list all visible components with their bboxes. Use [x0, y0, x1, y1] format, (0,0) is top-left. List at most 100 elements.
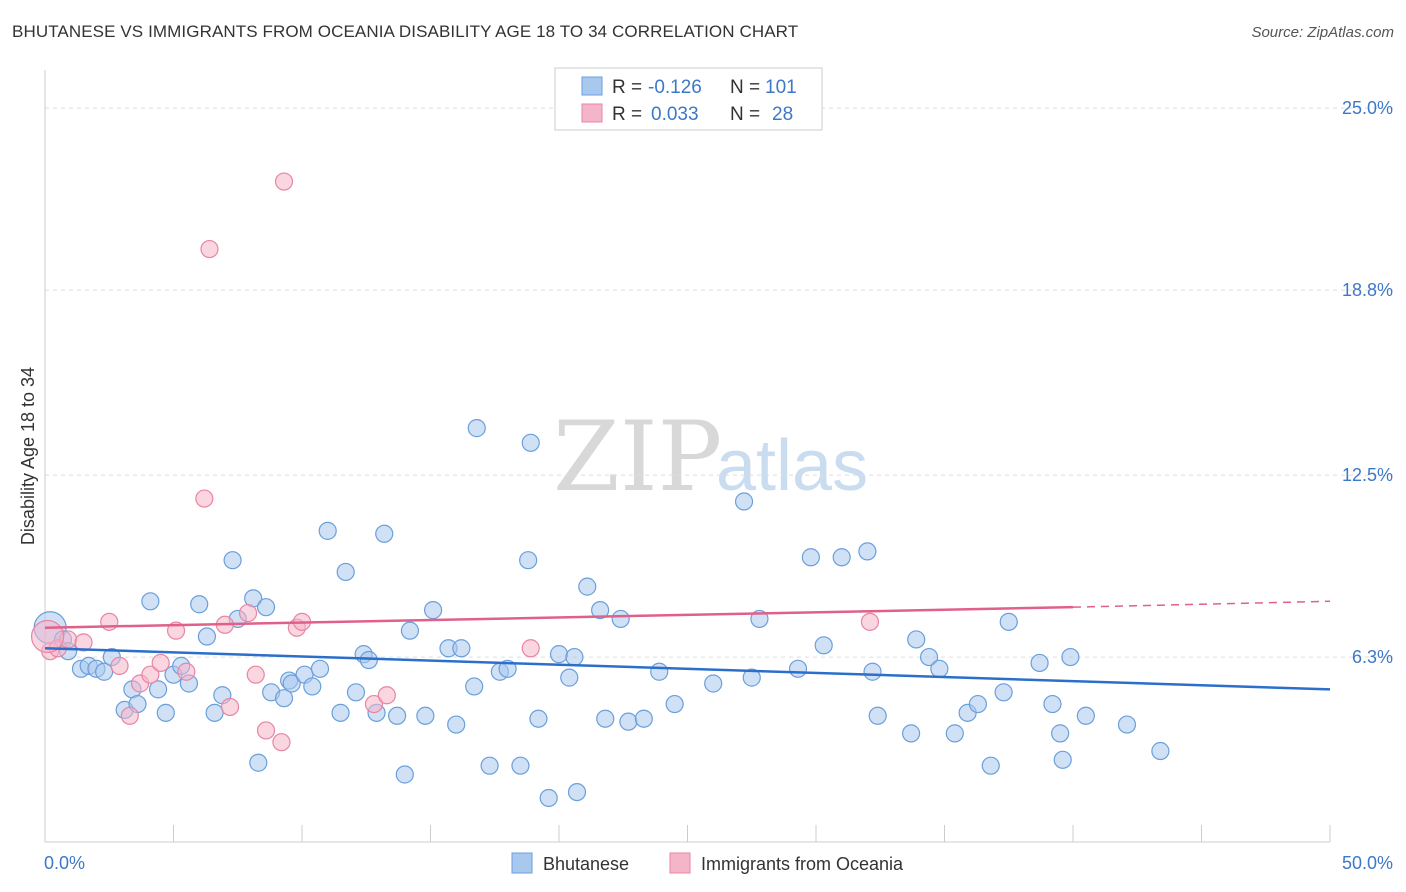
bhutanese-point	[619, 712, 638, 731]
legend-r-label-1: R =	[612, 104, 642, 125]
bhutanese-point	[801, 548, 820, 567]
trend-lines	[44, 600, 1331, 691]
bhutanese-point	[578, 577, 597, 596]
watermark: ZIP atlas	[553, 401, 868, 513]
bhutanese-point	[282, 674, 301, 693]
legend-n-label-0: N =	[730, 77, 760, 98]
y-tick-label: 6.3%	[1352, 647, 1393, 667]
legend-swatch-bhutanese	[581, 76, 603, 96]
bhutanese-point	[148, 680, 168, 699]
bhutanese-point	[591, 601, 610, 620]
grid-lines	[45, 107, 1393, 658]
bhutanese-point	[560, 668, 579, 687]
bhutanese-point	[596, 709, 615, 728]
legend-n-label-1: N =	[730, 104, 760, 125]
bhutanese-point	[919, 647, 939, 667]
bhutanese-point	[223, 551, 242, 570]
bhutanese-point	[650, 662, 669, 681]
bottom-legend-label-oceania: Immigrants from Oceania	[701, 854, 904, 874]
oceania-point	[377, 686, 396, 705]
bhutanese-point	[930, 659, 949, 678]
bottom-legend-swatch-oceania	[669, 852, 691, 874]
bhutanese-point	[205, 703, 224, 722]
bhutanese-point	[529, 709, 548, 728]
bhutanese-point	[452, 639, 471, 658]
oceania-point	[74, 633, 93, 652]
bhutanese-point	[832, 548, 851, 567]
oceania-point	[238, 603, 258, 623]
bhutanese-point	[901, 724, 921, 743]
bhutanese-point	[1117, 715, 1137, 734]
bhutanese-point	[907, 630, 926, 649]
oceania-point	[195, 489, 214, 508]
bhutanese-point	[814, 636, 833, 655]
bhutanese-point	[539, 788, 558, 808]
bhutanese-point	[274, 689, 294, 708]
bhutanese-point	[141, 592, 160, 611]
bhutanese-point	[465, 677, 484, 696]
bhutanese-point	[1043, 694, 1062, 714]
legend-r-value-1: 0.033	[651, 104, 699, 125]
oceania-point	[120, 706, 139, 725]
bhutanese-point	[423, 601, 443, 620]
bhutanese-point	[336, 562, 355, 582]
bhutanese-point	[1030, 653, 1049, 673]
series-oceania	[30, 172, 880, 752]
oceania-point	[110, 656, 129, 675]
bhutanese-point	[1076, 706, 1095, 725]
bhutanese-point	[788, 659, 808, 678]
bhutanese-point	[634, 709, 653, 728]
bhutanese-point	[567, 782, 587, 802]
y-axis-title: Disability Age 18 to 34	[18, 367, 38, 545]
legend-r-label-0: R =	[612, 77, 642, 98]
bhutanese-trend-line	[44, 647, 1331, 691]
bhutanese-point	[190, 595, 209, 614]
bhutanese-point	[447, 715, 466, 734]
bhutanese-point	[416, 706, 435, 725]
series-legend: Bhutanese Immigrants from Oceania	[511, 852, 904, 874]
watermark-atlas: atlas	[716, 426, 868, 506]
bhutanese-point	[467, 419, 486, 438]
bhutanese-point	[549, 645, 569, 664]
legend-swatch-oceania	[581, 103, 603, 123]
bhutanese-point	[1061, 647, 1080, 667]
bhutanese-point	[611, 609, 630, 629]
bhutanese-point	[945, 724, 964, 743]
oceania-trend-extension	[1072, 600, 1331, 608]
y-tick-labels: 6.3% 12.5% 18.8% 25.0%	[1342, 98, 1393, 667]
bhutanese-point	[395, 765, 414, 784]
bhutanese-point	[968, 694, 988, 714]
bhutanese-point	[256, 598, 276, 617]
bhutanese-point	[704, 674, 723, 693]
oceania-point	[177, 662, 196, 681]
x-tick-label-min: 0.0%	[44, 853, 85, 873]
bhutanese-point	[1051, 724, 1070, 743]
bhutanese-point	[331, 703, 350, 722]
oceania-point	[274, 172, 294, 191]
y-tick-label: 25.0%	[1342, 98, 1393, 118]
bhutanese-point	[665, 694, 684, 714]
bhutanese-point	[197, 627, 217, 646]
bhutanese-point	[863, 662, 882, 681]
oceania-point	[860, 612, 880, 631]
x-tick-label-max: 50.0%	[1342, 853, 1393, 873]
bhutanese-point	[734, 492, 754, 511]
bhutanese-point	[994, 683, 1013, 702]
bottom-legend-label-bhutanese: Bhutanese	[543, 854, 629, 874]
bhutanese-point	[400, 621, 420, 640]
oceania-point	[200, 239, 219, 259]
bhutanese-point	[156, 703, 175, 722]
x-ticks	[44, 825, 1331, 842]
bhutanese-point	[999, 612, 1018, 631]
bhutanese-point	[1053, 750, 1072, 769]
bhutanese-point	[310, 659, 330, 678]
oceania-point	[151, 653, 170, 673]
bhutanese-point	[868, 706, 887, 725]
y-tick-label: 18.8%	[1342, 280, 1393, 300]
bhutanese-point	[858, 542, 877, 561]
oceania-point	[521, 639, 540, 658]
bhutanese-point	[511, 756, 530, 775]
watermark-zip: ZIP	[553, 401, 722, 513]
oceania-point	[246, 665, 265, 684]
legend-n-value-0: 101	[765, 77, 797, 98]
